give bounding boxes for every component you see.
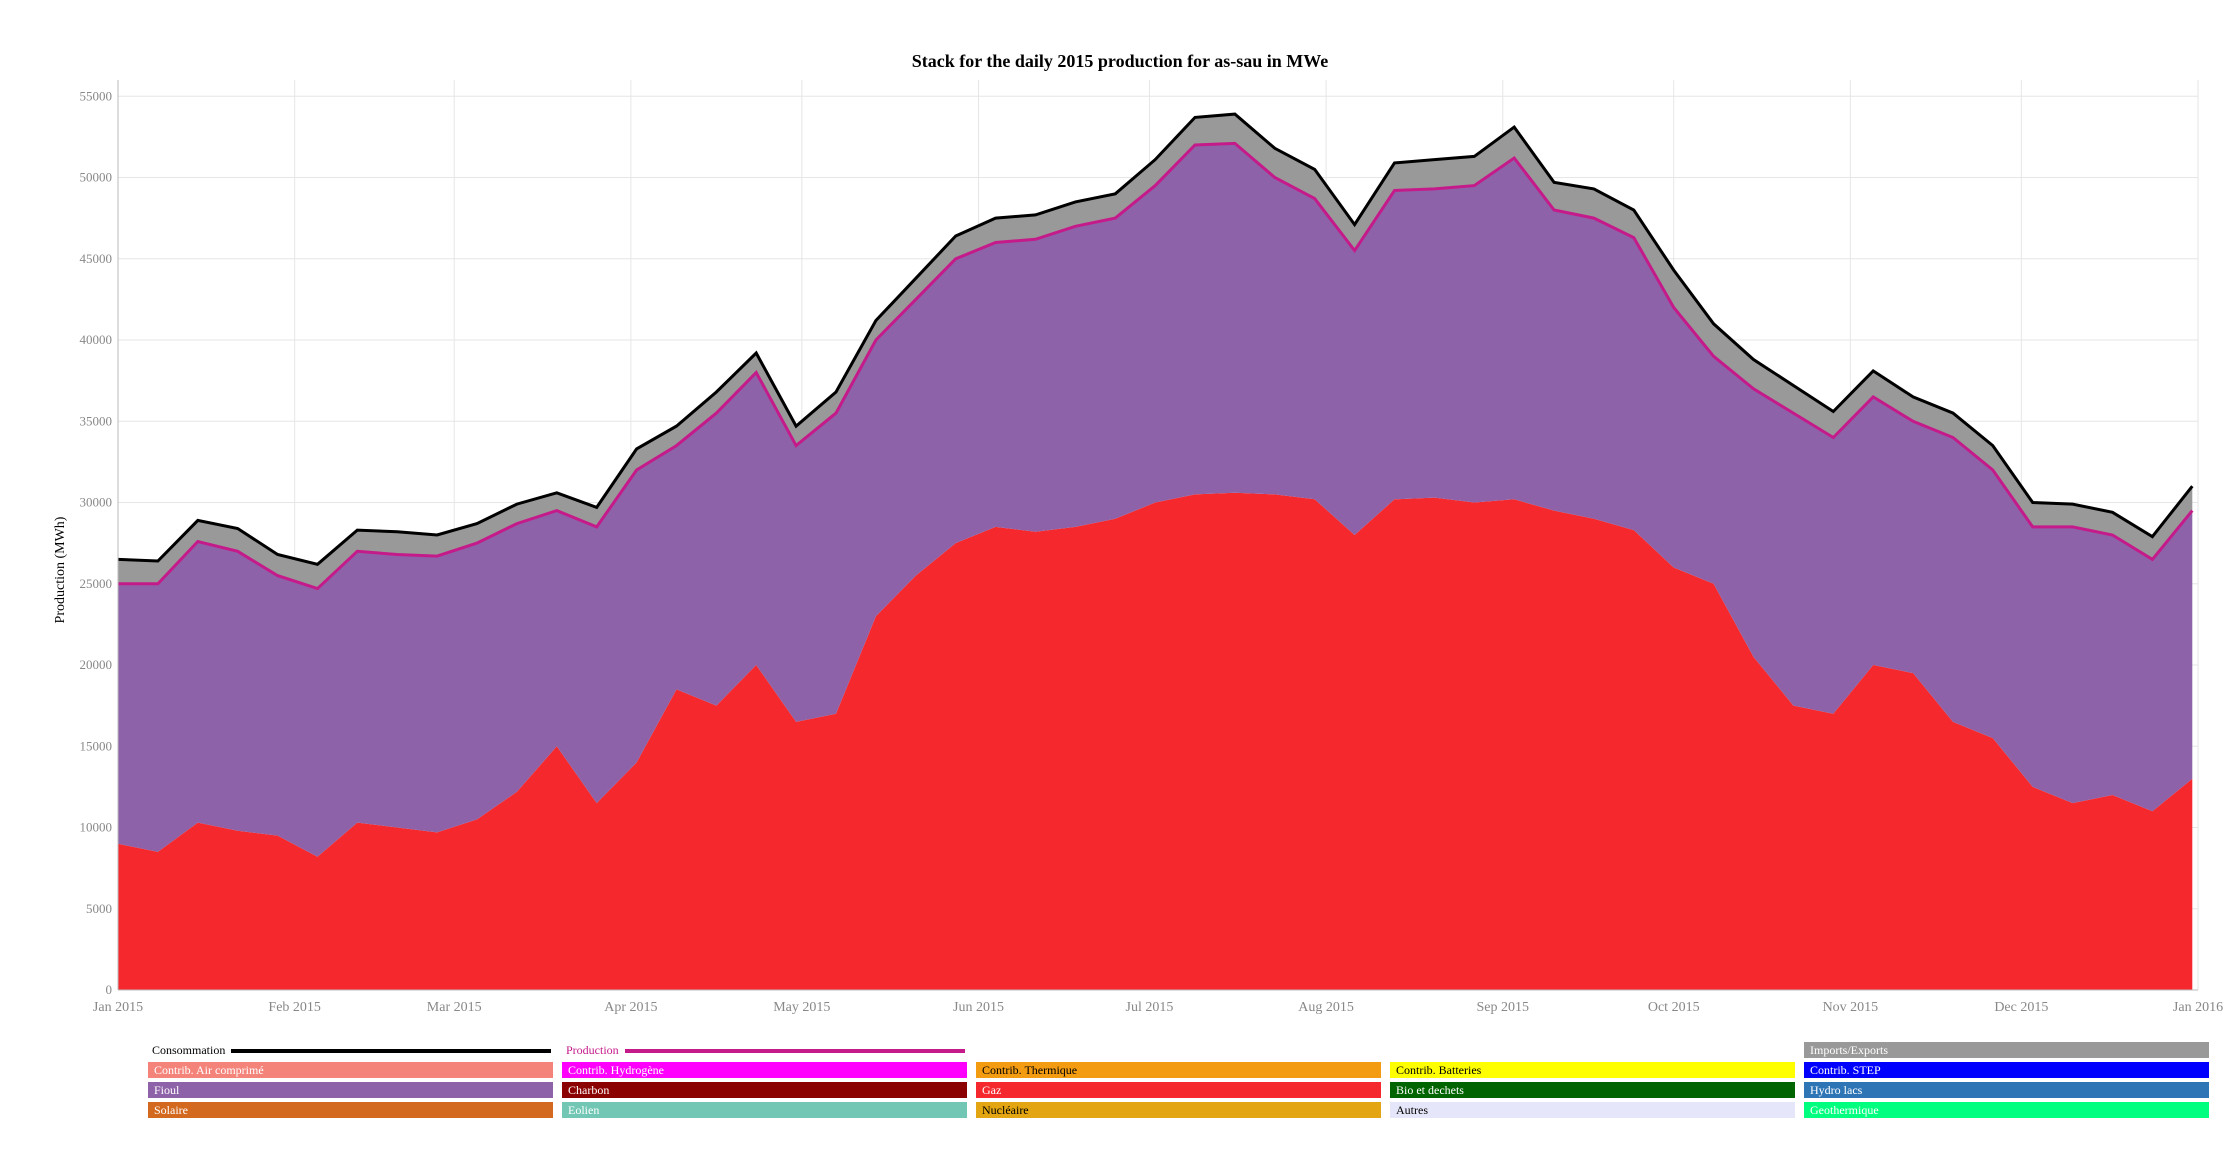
area-fioul	[118, 143, 2193, 857]
legend-item[interactable]: Hydro lacs	[1804, 1082, 2209, 1098]
legend-item[interactable]: Contrib. Hydrogène	[562, 1062, 967, 1078]
legend-line-label: Consommation	[152, 1043, 226, 1057]
legend-line-swatch	[231, 1049, 552, 1054]
line-consommation	[117, 112, 2194, 566]
y-tick-label: 10000	[80, 820, 113, 835]
line-production	[118, 141, 2194, 591]
legend-lines-row: Consommation Production	[148, 1042, 2216, 1062]
x-tick-label: Aug 2015	[1298, 1000, 1354, 1015]
area-series	[118, 114, 2193, 990]
y-tick-label: 50000	[80, 170, 113, 185]
legend-line-swatch	[624, 1049, 965, 1054]
x-tick-label: Jan 2016	[2173, 1000, 2223, 1015]
legend-item[interactable]: Eolien	[562, 1102, 967, 1118]
legend-item[interactable]: Geothermique	[1804, 1102, 2209, 1118]
legend-row: Fioul Charbon Gaz Bio et dechets Hydro lacs	[148, 1082, 2216, 1102]
x-tick-label: Feb 2015	[268, 1000, 321, 1015]
legend-item[interactable]: Charbon	[562, 1082, 967, 1098]
y-tick-label: 30000	[80, 495, 113, 510]
x-tick-label: May 2015	[773, 1000, 830, 1015]
legend-row: Solaire Eolien Nucléaire Autres Geothermique	[148, 1102, 2216, 1122]
y-tick-label: 15000	[80, 738, 113, 753]
chart-title: Stack for the daily 2015 production for …	[912, 51, 1329, 71]
legend-item[interactable]: Bio et dechets	[1390, 1082, 1795, 1098]
y-tick-label: 35000	[80, 413, 113, 428]
legend-item[interactable]: Solaire	[148, 1102, 553, 1118]
legend: Consommation Production Imports/Exports Co…	[148, 1042, 2216, 1122]
legend-row: Contrib. Air comprimé Contrib. Hydrogène C…	[148, 1062, 2216, 1082]
y-axis-label: Production (MWh)	[53, 516, 68, 623]
y-tick-label: 5000	[86, 901, 112, 916]
legend-item[interactable]: Fioul	[148, 1082, 553, 1098]
legend-line-item[interactable]: Consommation	[152, 1042, 552, 1058]
y-tick-label: 45000	[80, 251, 113, 266]
legend-item[interactable]: Contrib. STEP	[1804, 1062, 2209, 1078]
y-tick-label: 40000	[80, 332, 113, 347]
x-tick-label: Jun 2015	[953, 1000, 1004, 1015]
legend-line-label: Production	[566, 1043, 619, 1057]
legend-item[interactable]: Gaz	[976, 1082, 1381, 1098]
x-tick-label: Dec 2015	[1994, 1000, 2048, 1015]
legend-item[interactable]: Contrib. Thermique	[976, 1062, 1381, 1078]
legend-line-item[interactable]: Production	[566, 1042, 965, 1058]
x-tick-label: Apr 2015	[604, 1000, 657, 1015]
legend-item[interactable]: Autres	[1390, 1102, 1795, 1118]
x-tick-label: Sep 2015	[1477, 1000, 1530, 1015]
legend-item[interactable]: Contrib. Batteries	[1390, 1062, 1795, 1078]
legend-item[interactable]: Nucléaire	[976, 1102, 1381, 1118]
legend-item[interactable]: Contrib. Air comprimé	[148, 1062, 553, 1078]
y-tick-label: 55000	[80, 88, 113, 103]
axes: 0 5000 10000 15000 20000 25000 30000 35000 40000…	[80, 80, 2223, 1015]
y-tick-label: 25000	[80, 576, 113, 591]
line-series	[117, 112, 2194, 591]
x-tick-label: Oct 2015	[1648, 1000, 1700, 1015]
y-tick-label: 0	[106, 982, 113, 997]
x-tick-label: Nov 2015	[1823, 1000, 1879, 1015]
x-tick-label: Jan 2015	[93, 1000, 143, 1015]
x-tick-label: Mar 2015	[427, 1000, 482, 1015]
chart: Stack for the daily 2015 production for …	[53, 51, 2223, 1015]
legend-row: Imports/Exports	[148, 1042, 2216, 1062]
legend-item[interactable]: Imports/Exports	[1804, 1042, 2209, 1058]
x-tick-label: Jul 2015	[1126, 1000, 1174, 1015]
y-tick-label: 20000	[80, 657, 113, 672]
area-gaz	[118, 492, 2193, 990]
